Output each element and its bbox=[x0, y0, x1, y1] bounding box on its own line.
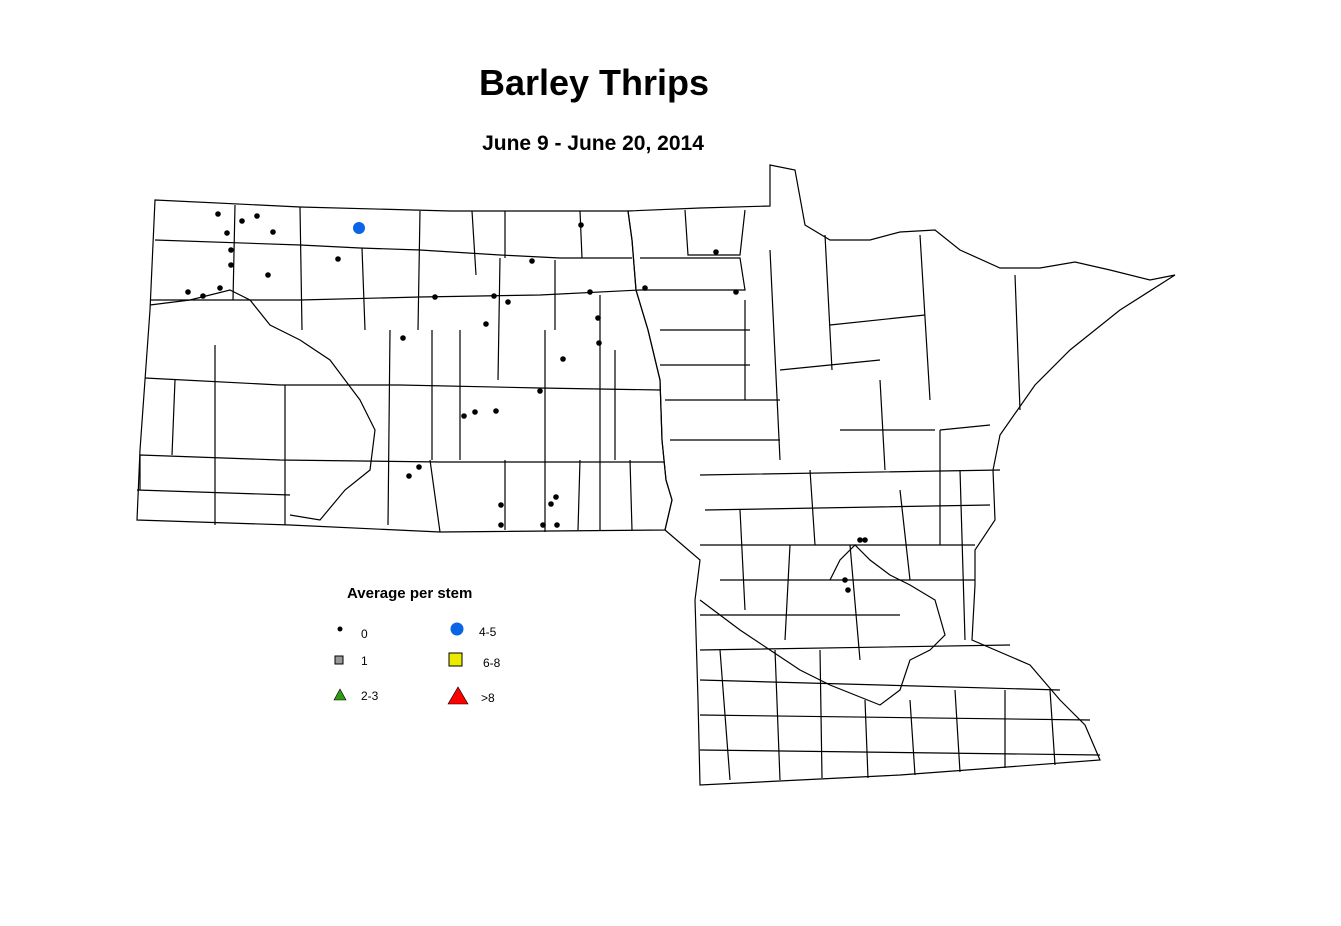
marker-0 bbox=[335, 256, 341, 262]
marker-0 bbox=[254, 213, 260, 219]
marker-0 bbox=[239, 218, 245, 224]
marker-0 bbox=[862, 537, 868, 543]
legend-dot-icon bbox=[337, 626, 343, 632]
county-boundaries bbox=[136, 164, 1176, 786]
minnesota-outline bbox=[627, 164, 1176, 786]
legend-label-gt8: >8 bbox=[481, 691, 495, 705]
marker-0 bbox=[185, 289, 191, 295]
marker-0 bbox=[596, 340, 602, 346]
marker-0 bbox=[400, 335, 406, 341]
marker-0 bbox=[642, 285, 648, 291]
marker-0 bbox=[537, 388, 543, 394]
marker-0 bbox=[548, 501, 554, 507]
marker-0 bbox=[200, 293, 206, 299]
marker-0 bbox=[553, 494, 559, 500]
legend-triangle-icon bbox=[333, 688, 347, 701]
marker-0 bbox=[432, 294, 438, 300]
observation-markers bbox=[185, 211, 868, 593]
marker-0 bbox=[587, 289, 593, 295]
legend-symbols bbox=[333, 622, 469, 705]
marker-0 bbox=[845, 587, 851, 593]
marker-0 bbox=[228, 262, 234, 268]
marker-0 bbox=[560, 356, 566, 362]
marker-0 bbox=[578, 222, 584, 228]
marker-0 bbox=[406, 473, 412, 479]
marker-0 bbox=[842, 577, 848, 583]
marker-0 bbox=[265, 272, 271, 278]
legend-label-0: 0 bbox=[361, 627, 368, 641]
legend-label-1: 1 bbox=[361, 654, 368, 668]
marker-0 bbox=[493, 408, 499, 414]
marker-0 bbox=[540, 522, 546, 528]
marker-0 bbox=[217, 285, 223, 291]
legend-label-2-3: 2-3 bbox=[361, 689, 379, 703]
legend-label-6-8: 6-8 bbox=[483, 656, 501, 670]
marker-0 bbox=[483, 321, 489, 327]
marker-0 bbox=[554, 522, 560, 528]
legend-square-yellow-icon bbox=[448, 652, 463, 667]
marker-0 bbox=[270, 229, 276, 235]
map-subtitle: June 9 - June 20, 2014 bbox=[482, 132, 704, 155]
marker-0 bbox=[224, 230, 230, 236]
marker-0 bbox=[491, 293, 497, 299]
legend-circle-icon bbox=[450, 622, 464, 636]
marker-0 bbox=[713, 249, 719, 255]
marker-0 bbox=[857, 537, 863, 543]
marker-4-5 bbox=[353, 222, 365, 234]
marker-0 bbox=[228, 247, 234, 253]
legend-triangle-red-icon bbox=[447, 686, 469, 705]
legend-square-icon bbox=[334, 655, 344, 665]
marker-0 bbox=[461, 413, 467, 419]
marker-0 bbox=[733, 289, 739, 295]
marker-0 bbox=[595, 315, 601, 321]
marker-0 bbox=[498, 502, 504, 508]
mississippi-minnesota-river bbox=[699, 544, 946, 706]
marker-0 bbox=[416, 464, 422, 470]
map-title: Barley Thrips bbox=[478, 62, 710, 103]
marker-0 bbox=[472, 409, 478, 415]
marker-0 bbox=[215, 211, 221, 217]
marker-0 bbox=[498, 522, 504, 528]
legend-label-4-5: 4-5 bbox=[479, 625, 497, 639]
marker-0 bbox=[529, 258, 535, 264]
marker-0 bbox=[505, 299, 511, 305]
missouri-river bbox=[149, 289, 376, 521]
legend-title: Average per stem bbox=[347, 585, 473, 602]
